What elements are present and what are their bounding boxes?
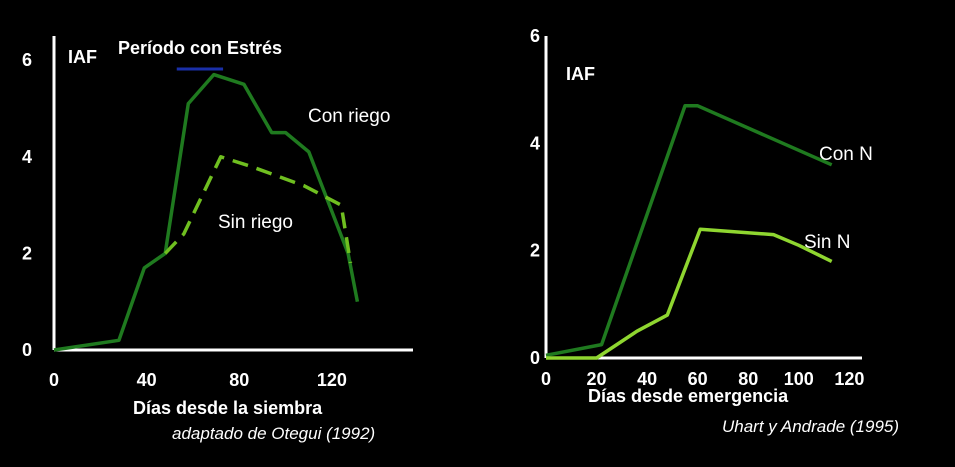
y-tick-label: 0: [530, 348, 540, 368]
x-tick-label: 100: [784, 369, 814, 389]
chart-right: 0 2 4 6 0 20 40 60 80 100 120 IAF Días desde emer…: [530, 26, 899, 436]
right-y-axis-title: IAF: [566, 64, 595, 84]
series-label-sin-n: Sin N: [804, 232, 850, 253]
series-line-con-n: [545, 104, 833, 358]
y-tick-label: 4: [530, 133, 540, 153]
x-tick-label: 80: [738, 369, 758, 389]
x-tick-label: 20: [587, 369, 607, 389]
y-tick-label: 6: [530, 26, 540, 46]
stress-period-label: Período con Estrés: [118, 38, 282, 58]
right-source-note: Uhart y Andrade (1995): [722, 417, 899, 436]
y-tick-label: 4: [22, 147, 32, 167]
series-line-con-riego: [53, 72, 360, 352]
left-x-axis-title: Días desde la siembra: [133, 398, 323, 418]
x-tick-label: 60: [688, 369, 708, 389]
y-tick-label: 0: [22, 340, 32, 360]
left-y-axis-title: IAF: [68, 47, 97, 67]
x-tick-label: 40: [637, 369, 657, 389]
x-tick-label: 120: [317, 370, 347, 390]
x-tick-label: 120: [834, 369, 864, 389]
right-x-axis-title: Días desde emergencia: [588, 386, 789, 406]
x-tick-label: 40: [137, 370, 157, 390]
series-label-con-riego: Con riego: [308, 106, 390, 127]
y-tick-label: 6: [22, 50, 32, 70]
x-tick-label: 80: [229, 370, 249, 390]
y-tick-label: 2: [530, 241, 540, 261]
series-line-sin-n: [546, 227, 833, 360]
x-tick-label: 0: [49, 370, 59, 390]
y-tick-label: 2: [22, 243, 32, 263]
x-tick-label: 0: [541, 369, 551, 389]
series-line-sin-riego: [163, 155, 353, 264]
left-source-note: adaptado de Otegui (1992): [172, 424, 375, 443]
series-label-con-n: Con N: [819, 144, 873, 165]
series-label-sin-riego: Sin riego: [218, 212, 293, 233]
